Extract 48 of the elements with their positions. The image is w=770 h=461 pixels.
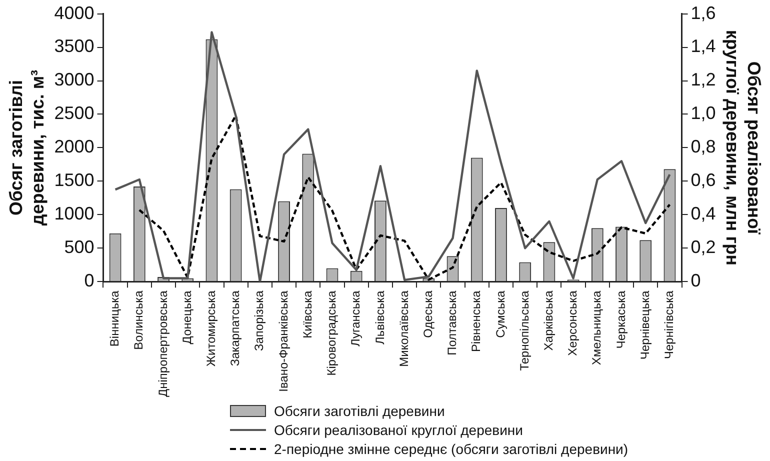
x-tick-label: Вінницька (108, 290, 122, 347)
y-tick-label: 0 (84, 270, 94, 291)
y-tick-label: 2000 (54, 136, 94, 157)
y2-tick-label: 1,4 (690, 36, 716, 56)
x-tick-label: Волинська (132, 290, 146, 350)
x-tick-label: Луганська (348, 290, 363, 347)
x-tick-label: Тернопільська (517, 290, 532, 371)
y2-tick-label: 0 (690, 270, 701, 291)
x-tick-label: Івано-Франківська (276, 290, 290, 392)
x-tick-label: Сумська (493, 290, 508, 338)
y2-tick-label: 1,0 (690, 103, 716, 124)
y2-tick-label: 1,2 (690, 70, 716, 90)
y-tick-label: 1000 (54, 204, 94, 224)
y-tick-label: 3000 (54, 70, 94, 90)
x-tick-label: Запорізька (252, 290, 266, 352)
y2-tick-label: 0,8 (690, 136, 716, 157)
x-tick-label: Херсонська (566, 290, 580, 356)
x-tick-label: Полтавська (445, 290, 460, 356)
y-tick-label: 4000 (54, 2, 94, 23)
x-tick-label: Дніпропертровська (156, 290, 170, 398)
x-tick-label: Кіровоградська (324, 290, 339, 376)
y2-axis-title: Обсяг реалізованої круглої деревини, млн грн (722, 30, 764, 266)
x-tick-label: Чернівецька (638, 290, 652, 360)
x-tick-label: Хмельницька (590, 290, 604, 366)
y-axis-title: Обсяг заготівлі деревини, тис. м³ (6, 70, 48, 226)
x-tick-label: Харківська (542, 290, 556, 351)
x-tick-label: Донецька (180, 290, 194, 344)
y-tick-label: 1500 (54, 170, 94, 190)
x-tick-label: Черкаська (614, 290, 628, 349)
y2-tick-label: 0,4 (690, 204, 716, 224)
y-tick-label: 2500 (54, 103, 94, 124)
x-tick-label: Чернігівська (662, 290, 676, 360)
y2-tick-label: 0,6 (690, 170, 716, 190)
y2-tick-label: 1,6 (690, 2, 716, 23)
x-tick-label: Житомирська (204, 290, 218, 367)
x-tick-label: Закарпатська (228, 290, 242, 366)
legend-label: Обсяги заготівлі деревини (274, 402, 445, 418)
y-tick-label: 500 (64, 237, 94, 258)
legend-label: Обсяги реалізованої круглої деревини (274, 422, 523, 438)
x-tick-label: Львівська (372, 290, 387, 344)
y2-tick-label: 0,2 (690, 237, 716, 258)
x-tick-label: Одеська (420, 290, 435, 338)
x-tick-label: Рівненська (469, 290, 484, 352)
y-tick-label: 3500 (54, 36, 94, 56)
legend-label: 2-періодне змінне середнє (обсяги заготівлі деревини) (274, 440, 628, 456)
x-tick-label: Київська (300, 290, 314, 338)
x-tick-label: Миколаївська (396, 290, 411, 367)
line-series (138, 114, 671, 281)
